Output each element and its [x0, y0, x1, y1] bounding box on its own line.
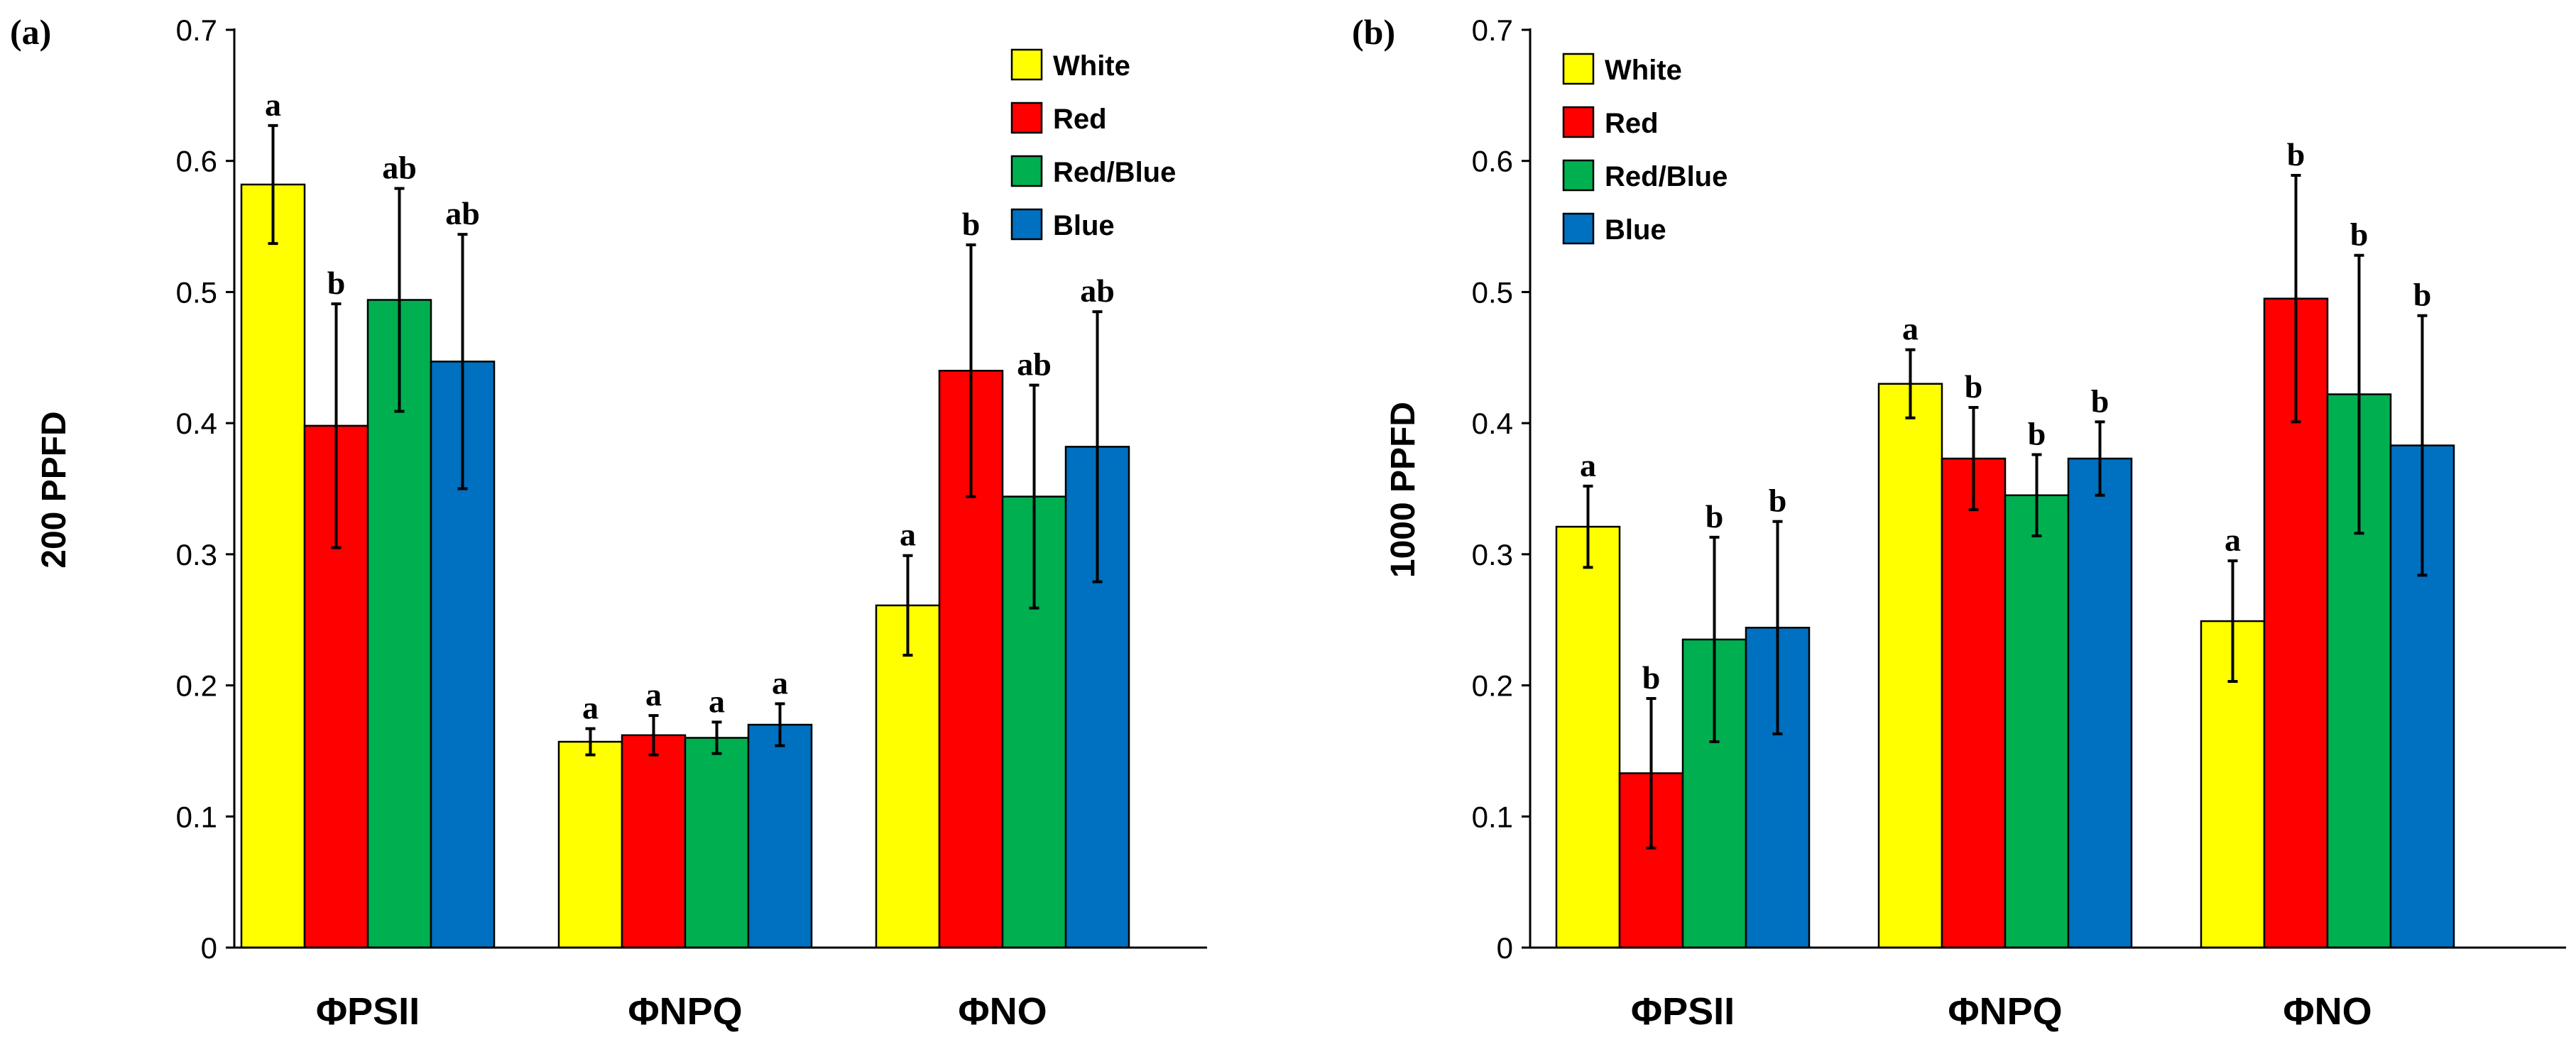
significance-label: ab — [1080, 273, 1115, 309]
panel-label: (a) — [10, 12, 51, 52]
legend-swatch-red-blue — [1562, 159, 1595, 192]
legend-label: Red — [1053, 104, 1107, 135]
bar-red-2 — [1941, 457, 2007, 949]
y-tick-label: 0.1 — [176, 800, 217, 833]
legend-swatch-red — [1562, 106, 1595, 138]
panel-label: (b) — [1352, 12, 1395, 52]
significance-label: b — [2350, 216, 2369, 253]
significance-label: b — [1965, 368, 1983, 405]
bar-red-2 — [621, 734, 687, 949]
bar-red-blue-2 — [2004, 494, 2070, 949]
y-tick-label: 0.4 — [1472, 407, 1513, 440]
legend-label: Red — [1605, 108, 1659, 139]
significance-label: b — [327, 265, 346, 301]
legend-swatch-white — [1010, 48, 1043, 81]
y-tick-label: 0.4 — [176, 407, 217, 440]
chart-panel-b: (b) 1000 PPFD 0 0.1 0.2 0.3 0.4 0.5 0.6 0.7 a b b b ΦP… — [1352, 12, 2566, 1033]
x-category-label: ΦPSII — [316, 990, 420, 1033]
bar-white-1 — [1555, 525, 1621, 949]
chart-panel-a: (a)200 PPFD00.10.20.30.40.50.60.7abababΦ… — [10, 12, 1207, 1033]
significance-label: a — [582, 690, 599, 726]
x-category-label: ΦNPQ — [1948, 990, 2062, 1033]
significance-label: b — [1705, 498, 1724, 534]
significance-label: b — [2287, 136, 2305, 172]
significance-label: a — [645, 676, 662, 713]
significance-label: a — [1902, 311, 1919, 347]
y-tick-label: 0.2 — [176, 669, 217, 703]
y-tick-label: 0 — [1497, 931, 1513, 965]
x-category-label: ΦNPQ — [628, 990, 742, 1033]
bar-blue-2 — [747, 723, 813, 949]
significance-label: a — [1580, 447, 1596, 483]
legend-label: White — [1053, 50, 1130, 82]
bar-white-2 — [557, 740, 623, 949]
y-tick-label: 0.5 — [176, 275, 217, 309]
significance-label: b — [1642, 659, 1661, 696]
y-tick-label: 0.7 — [176, 13, 217, 47]
bar-blue-2 — [2067, 457, 2133, 949]
bar-white-1 — [240, 183, 306, 949]
significance-label: a — [772, 664, 788, 701]
significance-label: a — [709, 683, 725, 719]
legend-swatch-white — [1562, 53, 1595, 85]
legend-swatch-blue — [1010, 208, 1043, 241]
significance-label: a — [265, 87, 281, 123]
legend-label: Red/Blue — [1053, 157, 1176, 188]
y-tick-label: 0.2 — [1472, 669, 1513, 703]
bar-red-blue-2 — [684, 737, 750, 949]
bar-white-3 — [875, 604, 941, 949]
legend: White Red Red/Blue Blue — [1562, 53, 1728, 246]
y-tick-label: 0.6 — [1472, 145, 1513, 178]
legend-label: Blue — [1053, 210, 1115, 241]
significance-label: b — [2413, 277, 2432, 313]
y-tick-label: 0.6 — [176, 145, 217, 178]
significance-label: b — [2091, 383, 2110, 419]
x-category-label: ΦNO — [958, 990, 1047, 1033]
y-axis-title: 200 PPFD — [36, 411, 73, 568]
significance-label: a — [2225, 522, 2241, 558]
y-tick-label: 0.3 — [1472, 538, 1513, 571]
legend-label: Blue — [1605, 214, 1666, 246]
significance-label: b — [1769, 483, 1787, 519]
x-category-label: ΦPSII — [1631, 990, 1735, 1033]
y-tick-label: 0.1 — [1472, 800, 1513, 833]
legend: White Red Red/Blue Blue — [1010, 48, 1176, 241]
legend-swatch-blue — [1562, 212, 1595, 245]
legend-swatch-red-blue — [1010, 155, 1043, 187]
significance-label: ab — [382, 150, 417, 186]
significance-label: a — [900, 517, 916, 553]
bar-white-2 — [1877, 383, 1943, 949]
y-tick-label: 0.3 — [176, 538, 217, 571]
y-tick-label: 0.5 — [1472, 275, 1513, 309]
y-tick-label: 0.7 — [1472, 13, 1513, 47]
legend-swatch-red — [1010, 102, 1043, 134]
significance-label: ab — [1017, 346, 1052, 383]
x-category-label: ΦNO — [2283, 990, 2372, 1033]
legend-label: Red/Blue — [1605, 161, 1728, 192]
significance-label: b — [2028, 415, 2046, 451]
y-tick-label: 0 — [201, 931, 217, 965]
y-axis-title: 1000 PPFD — [1385, 402, 1422, 578]
significance-label: ab — [445, 195, 480, 231]
significance-label: b — [962, 206, 981, 242]
legend-label: White — [1605, 55, 1682, 86]
